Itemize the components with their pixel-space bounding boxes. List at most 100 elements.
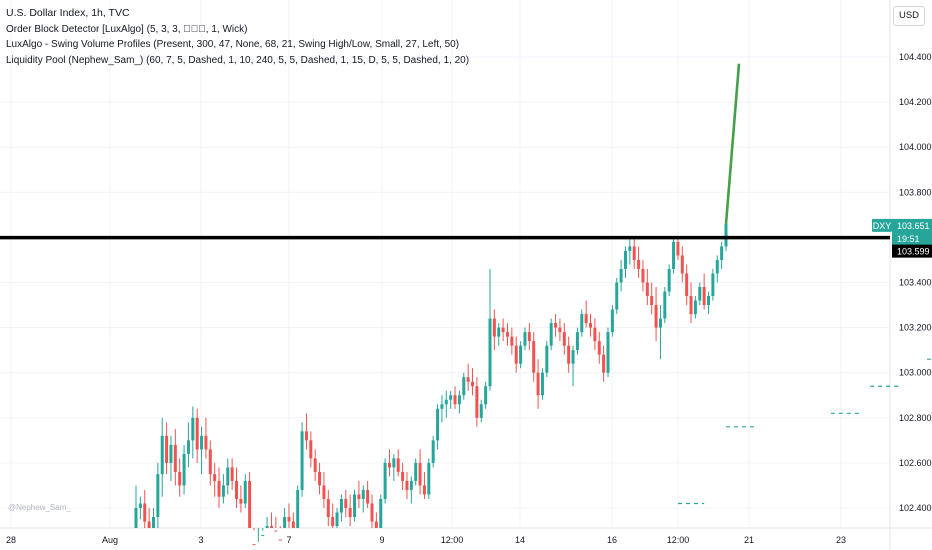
candle (685, 264, 689, 306)
candle (637, 246, 641, 278)
candle-body (484, 386, 488, 405)
candle-body (422, 485, 426, 495)
candle (143, 489, 147, 528)
candle (261, 528, 265, 537)
candle (689, 282, 693, 324)
candle (663, 287, 667, 324)
candle (326, 489, 330, 527)
price-axis: 104.400104.200104.000103.800103.600103.4… (899, 52, 932, 513)
candle (720, 241, 724, 269)
candle-body (667, 268, 671, 292)
candle (549, 318, 553, 351)
candle-body (300, 431, 304, 490)
candle (654, 287, 658, 342)
candle (283, 508, 287, 528)
candle (628, 237, 632, 265)
symbol-tag: DXY (873, 221, 892, 231)
candle (658, 305, 662, 360)
candle (208, 440, 212, 486)
symbol-title[interactable]: U.S. Dollar Index, 1h, TVC (6, 7, 130, 19)
candle-body (405, 480, 409, 490)
candle-body (191, 417, 195, 441)
candle (296, 485, 300, 528)
candle-body (348, 508, 352, 518)
candle-body (383, 462, 387, 499)
candle (257, 528, 259, 542)
candle-body (379, 498, 383, 528)
candle-body (387, 462, 391, 468)
candle-body (331, 517, 335, 527)
candle (475, 377, 479, 427)
candle-body (436, 408, 440, 441)
candle (602, 345, 606, 382)
candle (514, 336, 518, 373)
candle (523, 327, 527, 351)
candle (243, 474, 247, 508)
candle (405, 471, 409, 499)
candle (204, 417, 208, 459)
candle-body (440, 404, 444, 409)
indicator-swing-volume[interactable]: LuxAlgo - Swing Volume Profiles (Present… (6, 39, 460, 50)
candle-body (366, 489, 370, 504)
candle (217, 467, 221, 508)
candle-body (165, 435, 169, 463)
candle (221, 474, 225, 504)
projection-trend-line[interactable] (724, 63, 741, 224)
candle (615, 277, 619, 315)
candle (462, 372, 466, 400)
candle-body (186, 440, 190, 454)
candle-body (610, 309, 614, 333)
candle (313, 449, 317, 481)
candle-body (457, 395, 461, 405)
candle-body (143, 503, 147, 522)
candle-body (466, 377, 470, 382)
candle-body (680, 255, 684, 274)
candle-body (532, 341, 536, 373)
candle-body (554, 323, 558, 328)
candle (707, 291, 711, 315)
candle (396, 449, 400, 477)
candle-body (414, 462, 418, 481)
candle (492, 309, 496, 351)
candle (379, 494, 383, 528)
candle (554, 314, 558, 337)
candle-body (265, 526, 269, 528)
candle (575, 327, 579, 355)
candle (724, 219, 728, 251)
candle (567, 336, 571, 373)
candle-body (291, 521, 295, 528)
candle (160, 417, 164, 497)
candle-body (261, 535, 265, 537)
price-tick-label: 104.000 (899, 142, 932, 152)
candle (667, 264, 671, 297)
candle-body (558, 327, 562, 333)
candle (510, 327, 514, 355)
candle (348, 494, 352, 527)
candle-body (335, 512, 339, 527)
candle (676, 237, 680, 260)
candle (151, 508, 155, 528)
time-tick-label: 21 (744, 535, 754, 545)
candle-body (623, 250, 627, 269)
indicator-liquidity-pool[interactable]: Liquidity Pool (Nephew_Sam_) (60, 7, 5, … (6, 54, 470, 66)
candle (300, 422, 304, 497)
candle (357, 480, 361, 508)
candle-body (200, 435, 204, 450)
candle (353, 489, 357, 522)
candle (545, 341, 549, 378)
price-tick-label: 102.400 (899, 503, 932, 513)
candle (370, 494, 374, 528)
candle-body (182, 453, 186, 486)
indicator-order-block[interactable]: Order Block Detector [LuxAlgo] (5, 3, 3,… (6, 23, 248, 35)
currency-button[interactable]: USD (893, 6, 925, 26)
chart-legend: U.S. Dollar Index, 1h, TVC Order Block D… (6, 6, 469, 68)
price-tick-label: 102.800 (899, 413, 932, 423)
candle (269, 512, 273, 528)
candle (479, 399, 483, 423)
time-tick-label: Aug (102, 535, 118, 545)
candle-body (156, 474, 160, 518)
candle (265, 517, 269, 528)
candle (331, 503, 335, 528)
author-watermark: @Nephew_Sam_ (8, 503, 71, 512)
